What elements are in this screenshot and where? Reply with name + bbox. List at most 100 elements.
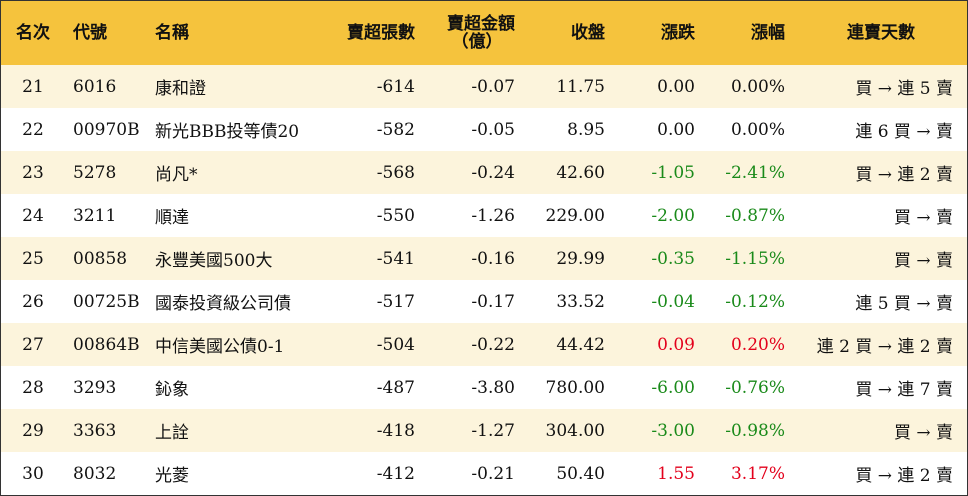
table-row[interactable]: 23 5278 尚凡* -568 -0.24 42.60 -1.05 -2.41% 買 → 連 … xyxy=(1,151,967,194)
cell-consecutive-sell-days: 買 → 賣 xyxy=(893,423,953,443)
table-body: 21 6016 康和證 -614 -0.07 11.75 0.00 0.00% 買 → 連 5 … xyxy=(1,65,967,495)
header-code[interactable]: 代號 xyxy=(73,23,107,43)
cell-name: 新光BBB投等債20 xyxy=(155,122,300,142)
header-sell-amount-label: 賣超金額 xyxy=(447,14,515,34)
cell-rank: 28 xyxy=(22,377,44,398)
cell-sell-quantity: -614 xyxy=(376,76,415,97)
cell-code: 00970B xyxy=(73,119,140,140)
cell-close-price: 44.42 xyxy=(556,334,605,355)
table-header: 名次 代號 名稱 賣超張數 賣超金額 （億） 收盤 漲跌 漲幅 連賣天數 xyxy=(1,1,967,65)
header-change-percent[interactable]: 漲幅 xyxy=(751,23,785,43)
table-row[interactable]: 26 00725B 國泰投資級公司債 -517 -0.17 33.52 -0.04 -0.12… xyxy=(1,280,967,323)
table-row[interactable]: 30 8032 光菱 -412 -0.21 50.40 1.55 3.17% 買 → 連 2 賣 xyxy=(1,452,967,495)
cell-consecutive-sell-days: 連 6 買 → 賣 xyxy=(855,122,953,142)
cell-close-price: 229.00 xyxy=(545,205,605,226)
table-row[interactable]: 29 3363 上詮 -418 -1.27 304.00 -3.00 -0.98% 買 → 賣 xyxy=(1,409,967,452)
cell-sell-amount: -0.05 xyxy=(471,119,515,140)
cell-consecutive-sell-days: 買 → 賣 xyxy=(893,208,953,228)
cell-rank: 21 xyxy=(22,76,44,97)
cell-change-percent: 0.20% xyxy=(730,334,785,355)
cell-change: 0.09 xyxy=(657,334,695,355)
cell-consecutive-sell-days: 買 → 連 5 賣 xyxy=(855,79,953,99)
cell-change: -0.35 xyxy=(651,248,695,269)
cell-close-price: 50.40 xyxy=(556,463,605,484)
cell-change: -6.00 xyxy=(651,377,695,398)
table-row[interactable]: 25 00858 永豐美國500大 -541 -0.16 29.99 -0.35 -1.15%… xyxy=(1,237,967,280)
cell-close-price: 780.00 xyxy=(545,377,605,398)
cell-code: 00858 xyxy=(73,248,128,269)
cell-change-percent: -1.15% xyxy=(725,248,785,269)
cell-rank: 23 xyxy=(22,162,44,183)
header-consecutive-sell-days[interactable]: 連賣天數 xyxy=(847,23,915,43)
cell-consecutive-sell-days: 連 5 買 → 賣 xyxy=(855,294,953,314)
cell-sell-amount: -0.22 xyxy=(471,334,515,355)
cell-sell-quantity: -504 xyxy=(376,334,415,355)
cell-change: 0.00 xyxy=(657,76,695,97)
cell-name: 國泰投資級公司債 xyxy=(155,294,291,314)
cell-code: 00725B xyxy=(73,291,140,312)
cell-change-percent: -0.87% xyxy=(725,205,785,226)
cell-close-price: 42.60 xyxy=(556,162,605,183)
cell-name: 順達 xyxy=(155,208,189,228)
cell-code: 8032 xyxy=(73,463,117,484)
header-rank[interactable]: 名次 xyxy=(16,23,50,43)
cell-code: 00864B xyxy=(73,334,140,355)
cell-code: 5278 xyxy=(73,162,117,183)
cell-name: 康和證 xyxy=(155,79,206,99)
header-change[interactable]: 漲跌 xyxy=(661,23,695,43)
header-row: 名次 代號 名稱 賣超張數 賣超金額 （億） 收盤 漲跌 漲幅 連賣天數 xyxy=(1,1,967,65)
cell-name: 永豐美國500大 xyxy=(155,251,273,271)
cell-code: 3363 xyxy=(73,420,117,441)
cell-close-price: 29.99 xyxy=(556,248,605,269)
cell-sell-quantity: -418 xyxy=(376,420,415,441)
cell-change-percent: 0.00% xyxy=(730,76,785,97)
table-row[interactable]: 21 6016 康和證 -614 -0.07 11.75 0.00 0.00% 買 → 連 5 … xyxy=(1,65,967,108)
header-close-price[interactable]: 收盤 xyxy=(571,23,605,43)
cell-rank: 26 xyxy=(22,291,44,312)
cell-code: 3211 xyxy=(73,205,117,226)
cell-sell-quantity: -487 xyxy=(376,377,415,398)
cell-sell-quantity: -517 xyxy=(376,291,415,312)
table-row[interactable]: 24 3211 順達 -550 -1.26 229.00 -2.00 -0.87% 買 → 賣 xyxy=(1,194,967,237)
cell-rank: 30 xyxy=(22,463,44,484)
cell-close-price: 8.95 xyxy=(567,119,605,140)
cell-sell-amount: -0.16 xyxy=(471,248,515,269)
cell-consecutive-sell-days: 買 → 連 2 賣 xyxy=(855,466,953,486)
cell-sell-quantity: -582 xyxy=(376,119,415,140)
cell-change: 1.55 xyxy=(657,463,695,484)
cell-name: 鈊象 xyxy=(155,380,189,400)
cell-sell-amount: -1.26 xyxy=(471,205,515,226)
header-sell-amount[interactable]: 賣超金額 （億） xyxy=(425,1,525,65)
cell-name: 尚凡* xyxy=(155,165,198,185)
cell-consecutive-sell-days: 買 → 賣 xyxy=(893,251,953,271)
table-row[interactable]: 28 3293 鈊象 -487 -3.80 780.00 -6.00 -0.76% 買 → 連 … xyxy=(1,366,967,409)
cell-sell-amount: -0.17 xyxy=(471,291,515,312)
cell-change-percent: -0.76% xyxy=(725,377,785,398)
cell-consecutive-sell-days: 買 → 連 7 賣 xyxy=(855,380,953,400)
cell-change: -2.00 xyxy=(651,205,695,226)
cell-change: -0.04 xyxy=(651,291,695,312)
cell-close-price: 33.52 xyxy=(556,291,605,312)
cell-sell-quantity: -412 xyxy=(376,463,415,484)
cell-sell-amount: -3.80 xyxy=(471,377,515,398)
cell-sell-amount: -1.27 xyxy=(471,420,515,441)
cell-change-percent: -0.98% xyxy=(725,420,785,441)
cell-change-percent: -0.12% xyxy=(725,291,785,312)
table-row[interactable]: 27 00864B 中信美國公債0-1 -504 -0.22 44.42 0.09 0.20%… xyxy=(1,323,967,366)
cell-change: -1.05 xyxy=(651,162,695,183)
cell-rank: 25 xyxy=(22,248,44,269)
header-sell-quantity[interactable]: 賣超張數 xyxy=(347,23,415,43)
cell-sell-quantity: -541 xyxy=(376,248,415,269)
cell-rank: 22 xyxy=(22,119,44,140)
table-row[interactable]: 22 00970B 新光BBB投等債20 -582 -0.05 8.95 0.00 0.00%… xyxy=(1,108,967,151)
cell-consecutive-sell-days: 買 → 連 2 賣 xyxy=(855,165,953,185)
cell-consecutive-sell-days: 連 2 買 → 連 2 賣 xyxy=(816,337,953,357)
cell-name: 光菱 xyxy=(155,466,189,486)
cell-rank: 27 xyxy=(22,334,44,355)
cell-change-percent: -2.41% xyxy=(725,162,785,183)
cell-change-percent: 3.17% xyxy=(730,463,785,484)
cell-sell-quantity: -550 xyxy=(376,205,415,226)
header-name[interactable]: 名稱 xyxy=(155,23,189,43)
